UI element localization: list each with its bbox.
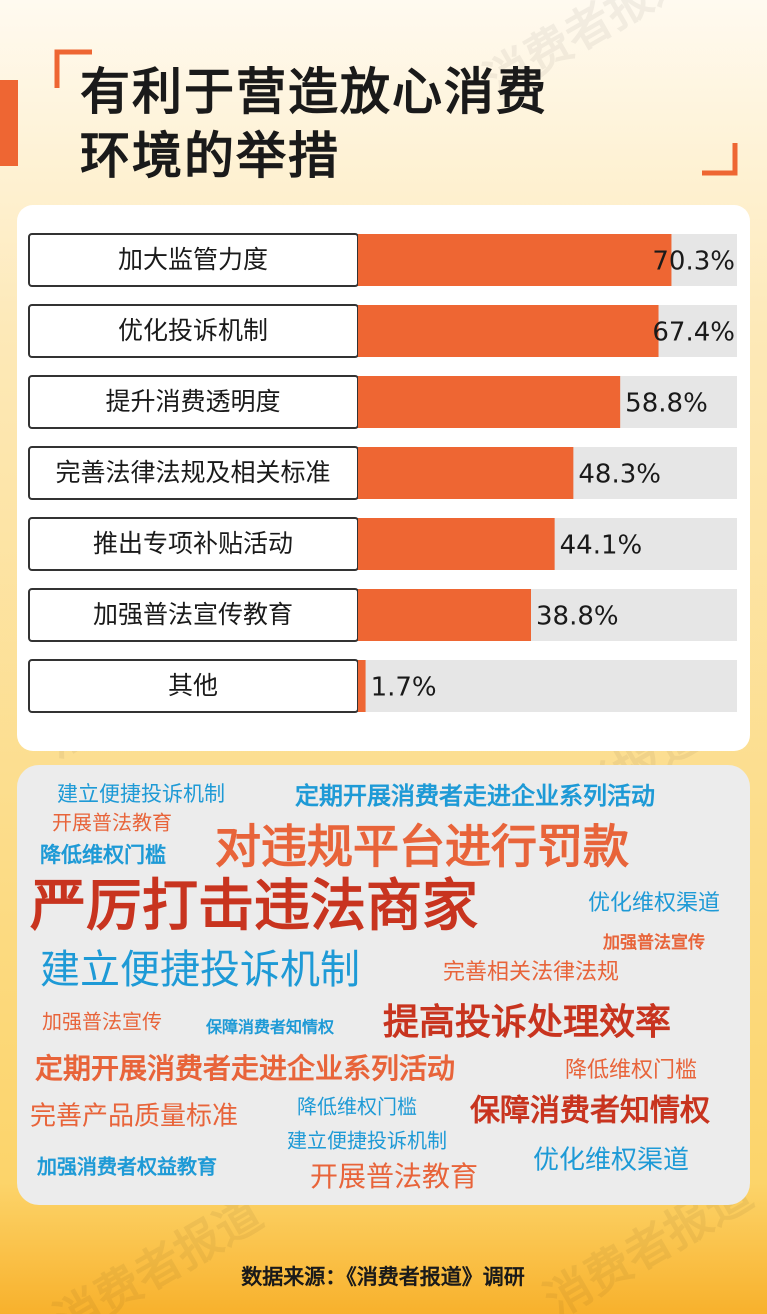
value-label: 70.3% [652, 247, 735, 277]
bar-track [358, 660, 737, 712]
word: 加强普法宣传 [42, 1010, 162, 1034]
word: 降低维权门槛 [565, 1058, 697, 1083]
bar [358, 660, 366, 712]
source: 数据来源：《消费者报道》调研 [241, 1265, 525, 1289]
word: 严厉打击违法商家 [30, 874, 478, 939]
word: 建立便捷投诉机制 [40, 947, 360, 993]
word: 保障消费者知情权 [470, 1094, 710, 1129]
bar [358, 305, 659, 357]
bracket-open [54, 49, 92, 88]
word: 完善相关法律法规 [443, 960, 619, 985]
category-label: 提升消费透明度 [105, 387, 280, 416]
word-cloud-panel [17, 765, 750, 1205]
category-label: 推出专项补贴活动 [93, 529, 293, 558]
value-label: 38.8% [536, 602, 619, 632]
word: 保障消费者知情权 [205, 1018, 335, 1037]
word: 定期开展消费者走进企业系列活动 [35, 1052, 455, 1085]
word: 加强消费者权益教育 [36, 1155, 217, 1179]
word: 开展普法教育 [52, 811, 172, 835]
category-label: 加强普法宣传教育 [93, 600, 293, 629]
value-label: 1.7% [371, 673, 437, 703]
word: 优化维权渠道 [588, 891, 720, 916]
category-label: 优化投诉机制 [118, 316, 268, 345]
value-label: 48.3% [578, 460, 661, 490]
bracket-close [702, 143, 738, 176]
word: 加强普法宣传 [602, 932, 705, 953]
bar [358, 447, 574, 499]
word: 建立便捷投诉机制 [57, 782, 225, 806]
bar [358, 234, 672, 286]
word: 定期开展消费者走进企业系列活动 [295, 782, 655, 810]
word: 降低维权门槛 [40, 843, 166, 867]
category-label: 其他 [168, 671, 218, 700]
bar [358, 589, 532, 641]
word: 提高投诉处理效率 [383, 1002, 671, 1043]
value-label: 58.8% [625, 389, 708, 419]
word: 建立便捷投诉机制 [287, 1129, 447, 1153]
bar [358, 518, 555, 570]
chart-title: 有利于营造放心消费 环境的举措 [80, 63, 548, 185]
word: 优化维权渠道 [533, 1146, 689, 1176]
category-label: 加大监管力度 [118, 245, 268, 274]
value-label: 44.1% [560, 531, 643, 561]
bar [358, 376, 621, 428]
category-label: 完善法律法规及相关标准 [55, 458, 330, 487]
accent-bar [0, 80, 18, 166]
value-label: 67.4% [652, 318, 735, 348]
word: 降低维权门槛 [297, 1095, 417, 1119]
word: 对违规平台进行罚款 [215, 820, 629, 874]
word: 完善产品质量标准 [30, 1102, 238, 1132]
word: 开展普法教育 [310, 1160, 478, 1193]
